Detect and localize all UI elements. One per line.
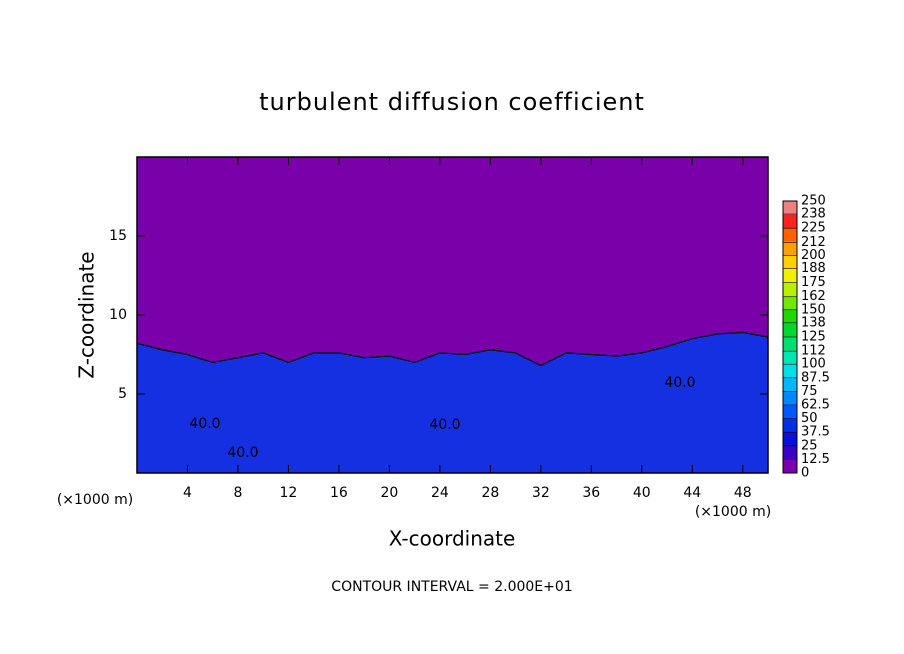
contour-label: 40.0 — [227, 445, 258, 461]
colorbar-label: 150 — [801, 302, 826, 317]
colorbar-bin — [783, 214, 797, 229]
x-unit-label: (×1000 m) — [695, 504, 771, 520]
colorbar-bin — [783, 459, 797, 473]
x-tick-label: 8 — [233, 485, 242, 501]
colorbar-label: 225 — [801, 221, 826, 236]
colorbar-bin — [783, 432, 797, 446]
x-tick-label: 44 — [683, 485, 701, 501]
x-tick-label: 12 — [280, 485, 298, 501]
colorbar-bin — [783, 201, 797, 215]
colorbar-bin — [783, 364, 797, 378]
x-unit-label: (×1000 m) — [57, 492, 133, 508]
colorbar-bin — [783, 255, 797, 269]
colorbar-bin — [783, 309, 797, 324]
colorbar-label: 200 — [801, 248, 826, 263]
colorbar-label: 87.5 — [801, 370, 830, 385]
colorbar-label: 37.5 — [801, 425, 830, 440]
y-axis-label: Z-coordinate — [75, 251, 99, 378]
x-tick-label: 48 — [734, 485, 752, 501]
colorbar-label: 75 — [801, 384, 818, 399]
colorbar-label: 125 — [801, 330, 826, 345]
x-tick-label: 28 — [481, 485, 499, 501]
colorbar-bin — [783, 405, 797, 419]
colorbar-label: 100 — [801, 357, 826, 372]
colorbar-label: 212 — [801, 235, 826, 250]
colorbar-label: 138 — [801, 315, 826, 330]
x-axis-label: X-coordinate — [389, 527, 516, 551]
contour-label: 40.0 — [429, 417, 460, 433]
x-tick-label: 32 — [532, 485, 550, 501]
y-tick-label: 5 — [118, 386, 127, 402]
colorbar-bin — [783, 296, 797, 310]
x-tick-label: 24 — [431, 485, 449, 501]
contour-label: 40.0 — [664, 375, 695, 391]
colorbar-label: 112 — [801, 344, 826, 359]
x-tick-label: 4 — [183, 485, 192, 501]
colorbar-bin — [783, 337, 797, 351]
colorbar-label: 25 — [801, 438, 818, 453]
colorbar-bin — [783, 228, 797, 242]
colorbar-bin — [783, 418, 797, 433]
colorbar-bin — [783, 282, 797, 297]
y-tick-label: 15 — [109, 228, 127, 244]
footer: CONTOUR INTERVAL = 2.000E+01 — [331, 579, 572, 595]
colorbar-label: 50 — [801, 411, 818, 426]
colorbar-bin — [783, 323, 797, 337]
x-tick-label: 20 — [380, 485, 398, 501]
colorbar-label: 238 — [801, 207, 826, 222]
colorbar-bin — [783, 445, 797, 460]
colorbar-label: 175 — [801, 275, 826, 290]
turbulent-layer — [137, 332, 768, 473]
colorbar-bin — [783, 241, 797, 256]
colorbar-bin — [783, 269, 797, 283]
colorbar-bin — [783, 377, 797, 392]
colorbar-label: 62.5 — [801, 398, 830, 413]
colorbar-label: 0 — [801, 466, 809, 481]
colorbar-bin — [783, 350, 797, 365]
x-tick-label: 40 — [633, 485, 651, 501]
x-tick-label: 16 — [330, 485, 348, 501]
colorbar-label: 162 — [801, 289, 826, 304]
colorbar-label: 12.5 — [801, 452, 830, 467]
colorbar-label: 250 — [801, 194, 826, 209]
layer-contour — [136, 331, 769, 367]
colorbar-label: 188 — [801, 261, 826, 276]
y-tick-label: 10 — [109, 307, 127, 323]
x-tick-label: 36 — [582, 485, 600, 501]
chart-title: turbulent diffusion coefficient — [259, 88, 645, 116]
colorbar-bin — [783, 391, 797, 405]
contour-label: 40.0 — [189, 416, 220, 432]
